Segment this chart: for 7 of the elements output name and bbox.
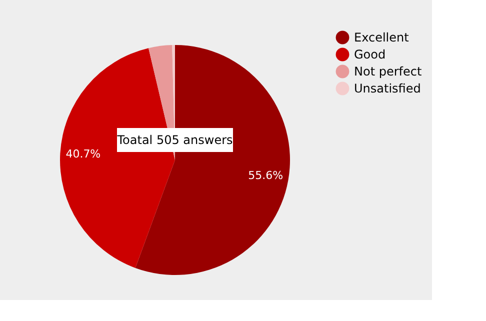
- legend-label: Unsatisfied: [354, 82, 421, 96]
- legend-label: Good: [354, 48, 386, 62]
- data-label: 40.7%: [66, 148, 101, 161]
- text: Toatal 505 answers: [116, 133, 233, 147]
- legend-label: Not perfect: [354, 64, 422, 78]
- legend-label: Excellent: [354, 30, 410, 44]
- data-label: 55.6%: [248, 169, 284, 182]
